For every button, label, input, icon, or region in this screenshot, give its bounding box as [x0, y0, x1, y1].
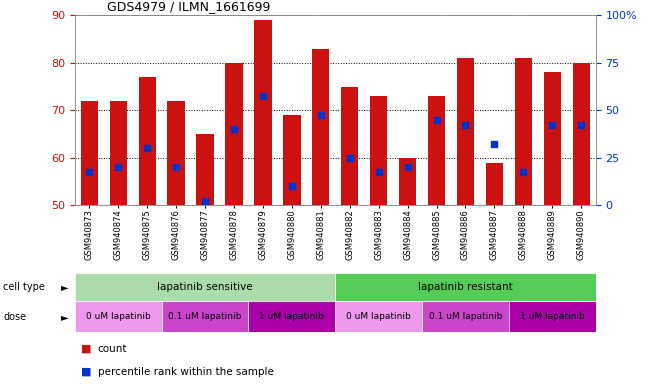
Text: GDS4979 / ILMN_1661699: GDS4979 / ILMN_1661699 [107, 0, 271, 13]
Point [402, 164, 413, 170]
Point [432, 117, 442, 123]
Bar [109, 101, 127, 205]
Text: count: count [98, 344, 127, 354]
Bar [249, 301, 335, 332]
Text: 1 uM lapatinib: 1 uM lapatinib [520, 312, 585, 321]
Bar [75, 273, 335, 301]
Text: dose: dose [3, 312, 27, 322]
Text: ►: ► [61, 282, 68, 292]
Bar [75, 301, 161, 332]
Bar [255, 20, 271, 205]
Point [518, 169, 529, 175]
Bar [335, 273, 596, 301]
Bar [515, 58, 532, 205]
Bar [544, 73, 561, 205]
Bar [335, 301, 422, 332]
Point [344, 155, 355, 161]
Bar [197, 134, 214, 205]
Point [374, 169, 384, 175]
Point [258, 93, 268, 99]
Text: lapatinib sensitive: lapatinib sensitive [158, 282, 253, 292]
Text: 1 uM lapatinib: 1 uM lapatinib [260, 312, 324, 321]
Bar [399, 158, 416, 205]
Text: ■: ■ [81, 366, 92, 377]
Text: lapatinib resistant: lapatinib resistant [418, 282, 513, 292]
Bar [422, 301, 509, 332]
Point [171, 164, 182, 170]
Point [489, 141, 499, 147]
Bar [509, 301, 596, 332]
Point [286, 183, 297, 189]
Point [547, 122, 557, 128]
Bar [572, 63, 590, 205]
Bar [161, 301, 249, 332]
Text: percentile rank within the sample: percentile rank within the sample [98, 366, 273, 377]
Text: ►: ► [61, 312, 68, 322]
Bar [486, 163, 503, 205]
Bar [370, 96, 387, 205]
Text: 0.1 uM lapatinib: 0.1 uM lapatinib [429, 312, 502, 321]
Text: 0.1 uM lapatinib: 0.1 uM lapatinib [169, 312, 242, 321]
Point [460, 122, 471, 128]
Point [142, 146, 152, 152]
Bar [457, 58, 474, 205]
Bar [167, 101, 185, 205]
Text: 0 uM lapatinib: 0 uM lapatinib [346, 312, 411, 321]
Bar [81, 101, 98, 205]
Point [316, 112, 326, 118]
Bar [225, 63, 243, 205]
Point [576, 122, 587, 128]
Point [113, 164, 124, 170]
Text: cell type: cell type [3, 282, 45, 292]
Text: 0 uM lapatinib: 0 uM lapatinib [86, 312, 150, 321]
Point [84, 169, 94, 175]
Point [200, 198, 210, 204]
Bar [428, 96, 445, 205]
Bar [283, 115, 301, 205]
Bar [139, 77, 156, 205]
Bar [312, 49, 329, 205]
Text: ■: ■ [81, 344, 92, 354]
Point [229, 126, 239, 132]
Bar [341, 87, 359, 205]
